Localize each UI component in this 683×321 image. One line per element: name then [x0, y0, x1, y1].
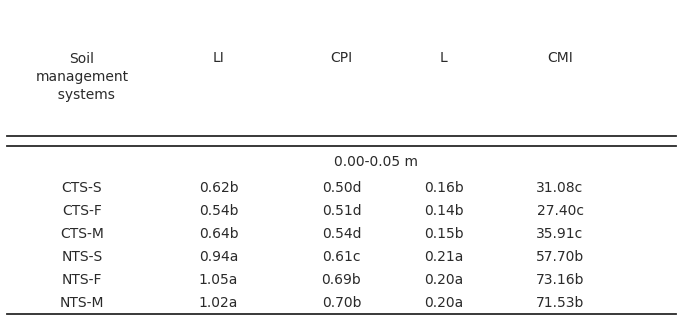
- Text: 0.00-0.05 m: 0.00-0.05 m: [334, 155, 417, 169]
- Text: 1.05a: 1.05a: [199, 273, 238, 287]
- Text: 0.51d: 0.51d: [322, 204, 361, 218]
- Text: LI: LI: [212, 51, 225, 65]
- Text: 0.16b: 0.16b: [424, 181, 464, 195]
- Text: 0.50d: 0.50d: [322, 181, 361, 195]
- Text: 73.16b: 73.16b: [535, 273, 585, 287]
- Text: 0.70b: 0.70b: [322, 296, 361, 310]
- Text: CTS-S: CTS-S: [61, 181, 102, 195]
- Text: L: L: [440, 51, 448, 65]
- Text: 71.53b: 71.53b: [536, 296, 584, 310]
- Text: 0.94a: 0.94a: [199, 250, 238, 264]
- Text: 0.62b: 0.62b: [199, 181, 238, 195]
- Text: NTS-M: NTS-M: [59, 296, 104, 310]
- Text: Soil
management
  systems: Soil management systems: [36, 52, 128, 102]
- Text: 0.61c: 0.61c: [322, 250, 361, 264]
- Text: 0.20a: 0.20a: [424, 296, 464, 310]
- Text: CTS-F: CTS-F: [62, 204, 102, 218]
- Text: 1.02a: 1.02a: [199, 296, 238, 310]
- Text: CTS-M: CTS-M: [60, 227, 104, 241]
- Text: NTS-S: NTS-S: [61, 250, 102, 264]
- Text: CPI: CPI: [331, 51, 352, 65]
- Text: 27.40c: 27.40c: [537, 204, 583, 218]
- Text: 0.14b: 0.14b: [424, 204, 464, 218]
- Text: 0.54b: 0.54b: [199, 204, 238, 218]
- Text: 0.20a: 0.20a: [424, 273, 464, 287]
- Text: 35.91c: 35.91c: [536, 227, 584, 241]
- Text: 0.54d: 0.54d: [322, 227, 361, 241]
- Text: 0.69b: 0.69b: [322, 273, 361, 287]
- Text: 0.15b: 0.15b: [424, 227, 464, 241]
- Text: 0.64b: 0.64b: [199, 227, 238, 241]
- Text: 31.08c: 31.08c: [536, 181, 584, 195]
- Text: NTS-F: NTS-F: [61, 273, 102, 287]
- Text: CMI: CMI: [547, 51, 573, 65]
- Text: 57.70b: 57.70b: [536, 250, 584, 264]
- Text: 0.21a: 0.21a: [424, 250, 464, 264]
